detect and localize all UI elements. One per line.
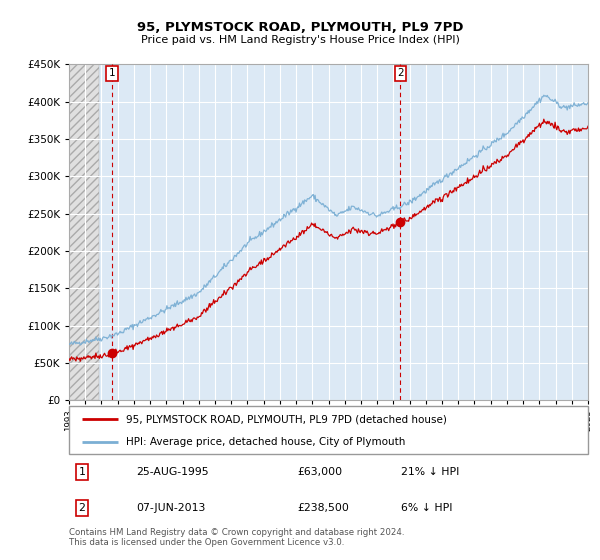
Polygon shape — [69, 64, 99, 400]
Text: 1: 1 — [79, 467, 85, 477]
Text: £238,500: £238,500 — [298, 503, 349, 513]
Text: 2: 2 — [397, 68, 404, 78]
Text: 6% ↓ HPI: 6% ↓ HPI — [401, 503, 452, 513]
Text: Contains HM Land Registry data © Crown copyright and database right 2024.
This d: Contains HM Land Registry data © Crown c… — [69, 528, 404, 547]
Text: 95, PLYMSTOCK ROAD, PLYMOUTH, PL9 7PD: 95, PLYMSTOCK ROAD, PLYMOUTH, PL9 7PD — [137, 21, 463, 34]
Text: 21% ↓ HPI: 21% ↓ HPI — [401, 467, 460, 477]
Text: HPI: Average price, detached house, City of Plymouth: HPI: Average price, detached house, City… — [126, 437, 406, 447]
Text: 25-AUG-1995: 25-AUG-1995 — [136, 467, 209, 477]
Text: £63,000: £63,000 — [298, 467, 343, 477]
Text: 2: 2 — [79, 503, 85, 513]
Text: Price paid vs. HM Land Registry's House Price Index (HPI): Price paid vs. HM Land Registry's House … — [140, 35, 460, 45]
FancyBboxPatch shape — [69, 406, 588, 454]
Text: 1: 1 — [109, 68, 115, 78]
Text: 95, PLYMSTOCK ROAD, PLYMOUTH, PL9 7PD (detached house): 95, PLYMSTOCK ROAD, PLYMOUTH, PL9 7PD (d… — [126, 414, 447, 424]
Text: 07-JUN-2013: 07-JUN-2013 — [136, 503, 206, 513]
